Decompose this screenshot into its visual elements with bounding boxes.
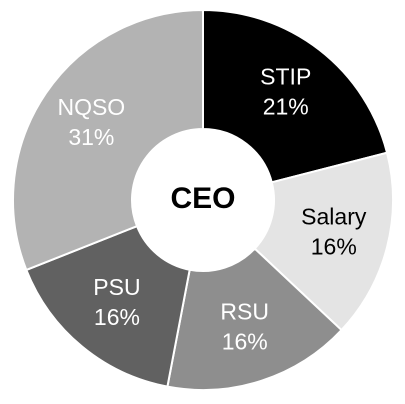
segment-label-stip: STIP bbox=[260, 63, 311, 89]
segment-label-nqso: NQSO bbox=[57, 94, 125, 120]
segment-value-salary: 16% bbox=[311, 234, 357, 260]
segment-value-psu: 16% bbox=[94, 304, 140, 330]
segment-label-psu: PSU bbox=[93, 274, 140, 300]
segment-label-rsu: RSU bbox=[220, 298, 269, 324]
segment-labels: STIP 21% Salary 16% RSU 16% PSU 16% NQSO 31% bbox=[57, 63, 366, 354]
chart-segments bbox=[12, 8, 394, 391]
center-label: CEO bbox=[170, 182, 235, 215]
donut-center-hole bbox=[132, 129, 274, 271]
segment-value-rsu: 16% bbox=[222, 328, 268, 354]
segment-value-stip: 21% bbox=[263, 93, 309, 119]
segment-value-nqso: 31% bbox=[68, 124, 114, 150]
segment-label-salary: Salary bbox=[301, 204, 367, 230]
